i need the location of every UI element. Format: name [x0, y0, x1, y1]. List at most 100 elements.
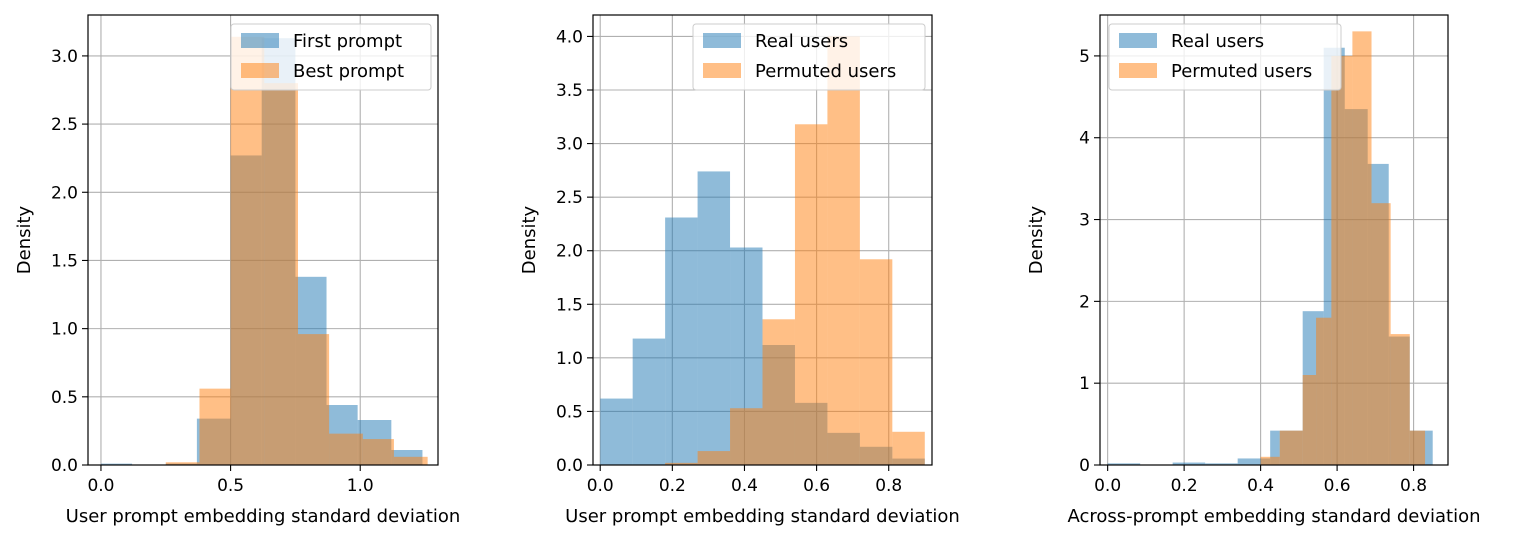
y-tick-label: 2.0: [51, 183, 78, 203]
y-tick-label: 4.0: [556, 27, 583, 47]
histogram-bar: [100, 463, 133, 465]
histogram-bar: [1302, 375, 1317, 465]
chart-3: 0.0 0.2 0.4 0.6 0.8 0 1 2 3 4 5 Across-prompt embed…: [1026, 14, 1481, 527]
legend-box: [230, 23, 432, 91]
y-tick-label: 1: [1079, 374, 1090, 394]
x-tick-label: 0.0: [587, 476, 614, 496]
histogram-bar: [1331, 55, 1353, 466]
histogram-bar: [697, 171, 731, 465]
histogram-bar: [1409, 430, 1426, 465]
histogram-bar: [665, 217, 698, 465]
histogram-bar: [1316, 317, 1332, 465]
x-tick-label: 0.2: [1171, 476, 1198, 496]
legend-swatch: [1119, 33, 1157, 48]
histogram-bar: [264, 83, 298, 465]
y-tick-label: 1.0: [556, 349, 583, 369]
y-tick-label: 2.5: [556, 188, 583, 208]
histogram-bar: [892, 431, 925, 465]
x-tick-label: 0.8: [875, 476, 902, 496]
x-axis-label: User prompt embedding standard deviation: [565, 506, 960, 527]
y-axis-label: Density: [519, 205, 540, 274]
histogram-bar: [1237, 458, 1271, 465]
x-tick-label: 0.0: [87, 476, 114, 496]
legend-swatch: [1119, 63, 1157, 78]
y-tick-label: 0: [1079, 456, 1090, 476]
y-tick-label: 0.5: [556, 402, 583, 422]
y-tick-label: 3.5: [556, 81, 583, 101]
histogram-bar: [1390, 334, 1410, 465]
legend-label: Best prompt: [293, 61, 404, 82]
histogram-bar: [697, 451, 731, 465]
x-tick-label: 0.2: [659, 476, 686, 496]
histogram-bar: [1172, 462, 1206, 465]
legend-swatch: [703, 63, 741, 78]
x-tick-label: 0.4: [1247, 476, 1274, 496]
y-tick-label: 0.0: [556, 456, 583, 476]
y-tick-label: 2.0: [556, 242, 583, 262]
legend-box: [1108, 23, 1342, 91]
legend-label: Real users: [1171, 31, 1264, 52]
x-axis-label: Across-prompt embedding standard deviati…: [1067, 506, 1480, 527]
legend: First prompt Best prompt: [230, 23, 432, 91]
histogram-bar: [859, 259, 893, 465]
chart-1: 0.0 0.5 1.0 0.0 0.5 1.0 1.5 2.0 2.5 3.0 User promp…: [14, 14, 461, 527]
legend-swatch: [241, 63, 279, 78]
series-2: [1260, 31, 1426, 466]
y-tick-label: 5: [1079, 47, 1090, 67]
histogram-bar: [1260, 456, 1280, 465]
y-tick-label: 2.5: [51, 115, 78, 135]
y-tick-label: 1.5: [51, 251, 78, 271]
y-tick-label: 0.0: [51, 456, 78, 476]
histogram-bar: [298, 334, 330, 465]
x-tick-label: 0.4: [731, 476, 758, 496]
axes-frame: [87, 14, 439, 466]
y-tick-label: 1.0: [51, 320, 78, 340]
histogram-bar: [600, 398, 633, 465]
legend-label: First prompt: [293, 31, 402, 52]
legend-box: [692, 23, 926, 91]
x-axis-label: User prompt embedding standard deviation: [66, 506, 461, 527]
y-tick-label: 3.0: [556, 135, 583, 155]
histogram-bar: [199, 388, 231, 465]
histogram-bar: [730, 408, 763, 465]
series-2: [165, 36, 428, 466]
histogram-bar: [1270, 430, 1280, 465]
histogram-bar: [362, 439, 394, 465]
y-tick-label: 0.5: [51, 388, 78, 408]
histogram-bar: [762, 319, 795, 465]
histogram-bar: [1107, 463, 1141, 465]
histogram-bar: [1352, 31, 1372, 465]
histogram-bar: [165, 462, 200, 465]
histogram-bar: [1279, 430, 1303, 465]
axes-frame: [592, 14, 933, 466]
y-axis-label: Density: [1026, 205, 1047, 274]
x-tick-label: 0.6: [803, 476, 830, 496]
legend: Real users Permuted users: [1108, 23, 1342, 91]
y-axis-label: Density: [14, 205, 35, 274]
y-tick-label: 2: [1079, 292, 1090, 312]
histogram-bar: [827, 36, 860, 466]
legend-label: Real users: [755, 31, 848, 52]
legend-label: Permuted users: [1171, 61, 1312, 82]
y-tick-label: 3: [1079, 211, 1090, 231]
histogram-bar: [230, 36, 265, 466]
legend-label: Permuted users: [755, 61, 896, 82]
histogram-bar: [632, 338, 666, 465]
y-tick-label: 3.0: [51, 47, 78, 67]
x-tick-label: 0.0: [1094, 476, 1121, 496]
histogram-bar: [794, 124, 828, 466]
axes-frame: [1099, 14, 1449, 466]
x-tick-label: 1.0: [347, 476, 374, 496]
y-tick-label: 1.5: [556, 295, 583, 315]
y-tick-label: 4: [1079, 129, 1090, 149]
histogram-bar: [1205, 463, 1238, 465]
legend-swatch: [703, 33, 741, 48]
histogram-bar: [1371, 203, 1391, 465]
histogram-bar: [665, 462, 698, 465]
chart-2: 0.0 0.2 0.4 0.6 0.8 0.0 0.5 1.0 1.5 2.0 2.5 3.0 3.5 4…: [519, 14, 960, 527]
series-2: [665, 36, 925, 466]
x-tick-label: 0.8: [1400, 476, 1427, 496]
histogram-bar: [393, 456, 428, 465]
x-tick-label: 0.6: [1324, 476, 1351, 496]
